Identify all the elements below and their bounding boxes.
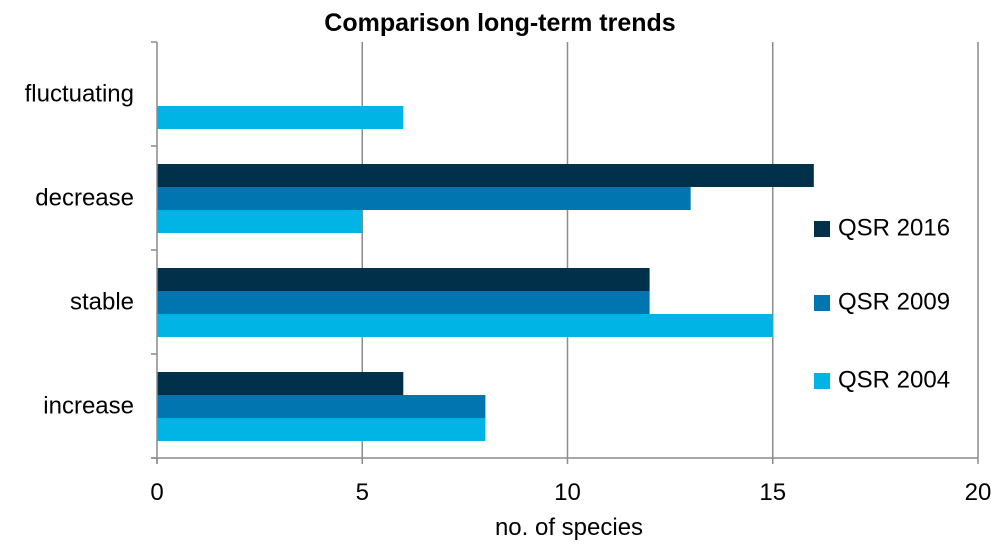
x-tick-label-10: 10: [554, 479, 581, 506]
x-tick-label-20: 20: [965, 479, 992, 506]
chart-title: Comparison long-term trends: [324, 9, 675, 37]
category-labels: fluctuating decrease stable increase: [25, 80, 134, 419]
legend-label-qsr-2009: QSR 2009: [838, 288, 950, 315]
bar-stable-qsr-2016: [157, 268, 650, 291]
x-tick-label-15: 15: [759, 479, 786, 506]
legend-label-qsr-2016: QSR 2016: [838, 214, 950, 241]
bar-stable-qsr-2009: [157, 291, 650, 314]
bar-increase-qsr-2004: [157, 418, 486, 441]
category-label-stable: stable: [70, 288, 134, 315]
legend-label-qsr-2004: QSR 2004: [838, 366, 950, 393]
legend: QSR 2016 QSR 2009 QSR 2004: [814, 214, 950, 393]
bar-fluctuating-qsr-2004: [157, 106, 404, 129]
bar-increase-qsr-2016: [157, 372, 404, 395]
category-label-fluctuating: fluctuating: [25, 80, 134, 107]
bar-decrease-qsr-2009: [157, 187, 691, 210]
bar-stable-qsr-2004: [157, 314, 773, 337]
x-tick-label-5: 5: [356, 479, 369, 506]
legend-swatch-qsr-2004: [814, 373, 830, 389]
bar-decrease-qsr-2016: [157, 164, 814, 187]
x-tick-label-0: 0: [150, 479, 163, 506]
legend-swatch-qsr-2009: [814, 295, 830, 311]
category-label-increase: increase: [43, 392, 134, 419]
legend-swatch-qsr-2016: [814, 221, 830, 237]
bars: [157, 106, 814, 441]
bar-decrease-qsr-2004: [157, 210, 363, 233]
axes: [151, 41, 979, 464]
category-label-decrease: decrease: [35, 184, 134, 211]
bar-increase-qsr-2009: [157, 395, 486, 418]
x-axis-label: no. of species: [495, 514, 643, 541]
x-tick-labels: 0 5 10 15 20: [150, 479, 991, 506]
